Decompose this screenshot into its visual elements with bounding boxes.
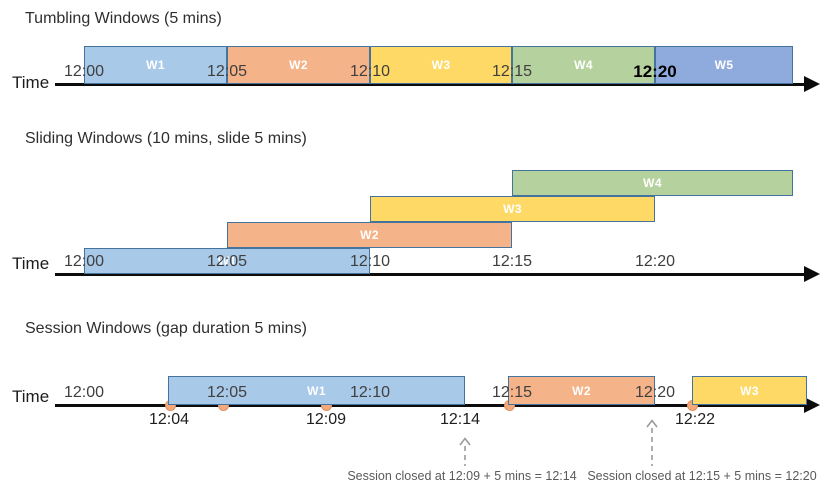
- session-tick-1205: 12:05: [206, 384, 248, 401]
- sliding-tick-1210: 12:10: [349, 253, 391, 270]
- session-section-title: Session Windows (gap duration 5 mins): [25, 320, 307, 337]
- session-tick-1210: 12:10: [349, 384, 391, 401]
- session-close-note-0: Session closed at 12:09 + 5 mins = 12:14: [347, 469, 577, 483]
- tumbling-tick-1220: 12:20: [633, 62, 677, 81]
- session-event-time-1214: 12:14: [439, 411, 481, 428]
- session-event-time-1209: 12:09: [305, 411, 347, 428]
- session-tick-1215: 12:15: [491, 384, 533, 401]
- sliding-section-title: Sliding Windows (10 mins, slide 5 mins): [25, 130, 307, 147]
- window-label: W2: [360, 228, 379, 242]
- tumbling-tick-1205: 12:05: [206, 63, 248, 80]
- sliding-time-axis-label: Time: [12, 254, 50, 273]
- tumbling-window-w5: W5: [655, 46, 793, 84]
- session-close-arrow-icon: [646, 419, 658, 466]
- tumbling-tick-1215: 12:15: [491, 63, 533, 80]
- session-window-w2: W2: [508, 376, 655, 405]
- window-label: W4: [574, 58, 593, 72]
- sliding-tick-1200: 12:00: [63, 253, 105, 270]
- session-window-w1: W1: [168, 376, 465, 405]
- window-label: W5: [714, 58, 734, 72]
- window-label: W2: [289, 58, 308, 72]
- tumbling-window-w2: W2: [227, 46, 370, 84]
- tumbling-window-w1: W1: [84, 46, 227, 84]
- sliding-timeline: [55, 273, 806, 276]
- window-label: W3: [431, 58, 451, 72]
- window-label: W2: [572, 383, 591, 398]
- session-timeline-arrowhead-icon: [804, 397, 820, 413]
- session-event-time-1204: 12:04: [148, 411, 190, 428]
- sliding-tick-1220: 12:20: [634, 253, 676, 270]
- window-label: W3: [503, 202, 522, 216]
- window-label: W1: [307, 383, 326, 398]
- sliding-tick-1215: 12:15: [491, 253, 533, 270]
- tumbling-tick-1200: 12:00: [63, 63, 105, 80]
- session-time-axis-label: Time: [12, 387, 50, 406]
- tumbling-timeline: [55, 83, 806, 86]
- sliding-window-w2: W2: [227, 222, 512, 248]
- sliding-window-w4: W4: [512, 170, 793, 196]
- window-label: W1: [217, 254, 237, 268]
- session-event-time-1222: 12:22: [674, 411, 716, 428]
- session-timeline: [55, 404, 806, 407]
- sliding-timeline-arrowhead-icon: [804, 266, 820, 282]
- session-close-arrow-icon: [459, 437, 471, 466]
- window-label: W3: [740, 383, 759, 398]
- tumbling-section-title: Tumbling Windows (5 mins): [25, 10, 222, 27]
- sliding-window-w3: W3: [370, 196, 655, 222]
- session-tick-1220: 12:20: [634, 384, 676, 401]
- sliding-window-w1: W1: [84, 248, 370, 274]
- session-window-w3: W3: [692, 376, 807, 405]
- tumbling-window-w4: W4: [512, 46, 655, 84]
- tumbling-window-w3: W3: [370, 46, 512, 84]
- tumbling-timeline-arrowhead-icon: [804, 76, 820, 92]
- session-close-note-1: Session closed at 12:15 + 5 mins = 12:20: [587, 469, 817, 483]
- tumbling-tick-1210: 12:10: [349, 63, 391, 80]
- session-tick-1200: 12:00: [63, 384, 105, 401]
- window-label: W1: [146, 58, 165, 72]
- window-label: W4: [643, 176, 662, 190]
- sliding-tick-1205: 12:05: [206, 253, 248, 270]
- tumbling-time-axis-label: Time: [12, 73, 50, 92]
